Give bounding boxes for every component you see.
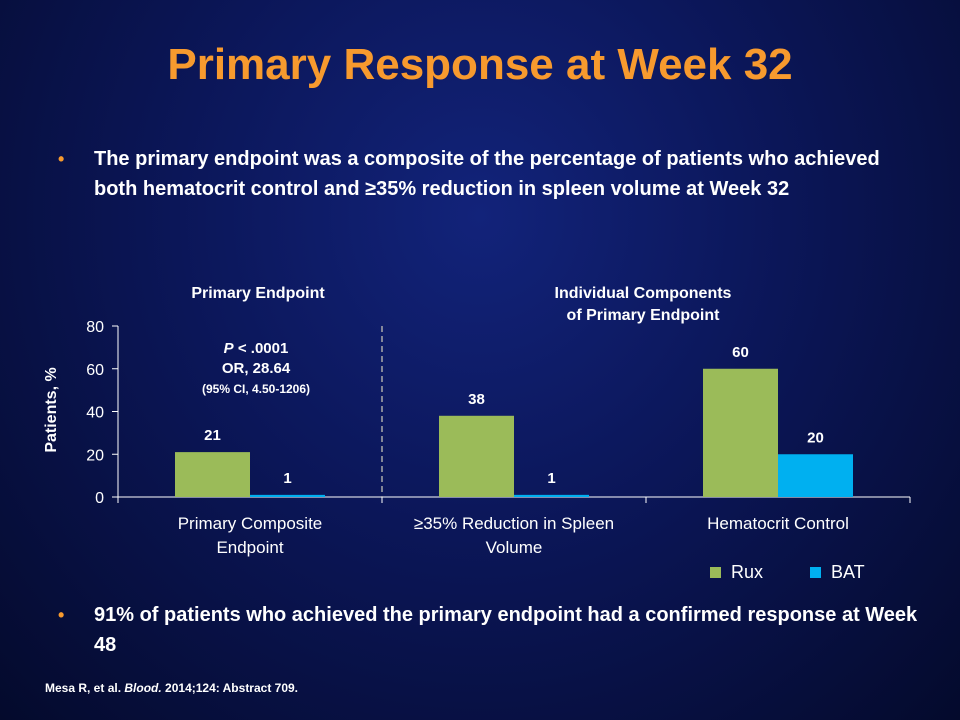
x-tick-label: Endpoint — [216, 538, 283, 557]
legend-swatch-bat — [810, 567, 821, 578]
bar-rux-0 — [175, 452, 250, 497]
y-tick-label: 80 — [86, 319, 104, 336]
p-value: < .0001 — [234, 340, 289, 357]
legend-swatch-rux — [710, 567, 721, 578]
data-label: 1 — [283, 470, 291, 487]
data-label: 20 — [807, 429, 824, 446]
bullet-text: 91% of patients who achieved the primary… — [94, 604, 918, 656]
panel-title-line2: of Primary Endpoint — [566, 307, 720, 324]
citation-authors: Mesa R, et al. — [45, 681, 122, 695]
bullet-marker: • — [58, 149, 65, 169]
y-axis-label: Patients, % — [43, 367, 60, 452]
data-label: 38 — [468, 391, 485, 408]
bar-rux-2 — [703, 368, 778, 497]
x-tick-label: Primary Composite — [178, 514, 323, 533]
chart-labels: 21 1 Primary Composite Endpoint 38 1 ≥35% Redu… — [178, 344, 849, 557]
citation-details: 2014;124: Abstract 709. — [165, 681, 299, 695]
y-tick-label: 60 — [86, 362, 104, 379]
svg-text:P < .0001: P < .0001 — [224, 340, 289, 357]
legend-item-bat: BAT — [810, 562, 865, 583]
legend-label-rux: Rux — [731, 562, 764, 582]
odds-ratio: OR, 28.64 — [222, 360, 291, 377]
bar-bat-0 — [250, 494, 325, 497]
x-tick-label: Volume — [486, 538, 543, 557]
stats-annotation: P < .0001 OR, 28.64 (95% CI, 4.50-1206) — [202, 340, 310, 396]
bullet-primary-endpoint: • The primary endpoint was a composite o… — [58, 144, 918, 204]
bar-chart: 0 20 40 60 80 21 1 Primary Composite Endpoint 38… — [43, 319, 853, 557]
bullet-week48-response: • 91% of patients who achieved the prima… — [58, 600, 918, 660]
bar-bat-2 — [778, 454, 853, 497]
citation: Mesa R, et al. Blood. 2014;124: Abstract… — [45, 681, 298, 695]
bullet-text: The primary endpoint was a composite of … — [94, 148, 880, 200]
panel-title-line1: Individual Components — [554, 285, 732, 302]
chart-bars — [175, 368, 853, 497]
bullet-marker: • — [58, 605, 65, 625]
y-tick-label: 40 — [86, 405, 104, 422]
y-tick-label: 20 — [86, 447, 104, 464]
bar-bat-1 — [514, 494, 589, 497]
legend-item-rux: Rux — [710, 562, 763, 583]
legend-label-bat: BAT — [831, 562, 865, 582]
slide-title: Primary Response at Week 32 — [167, 40, 793, 89]
data-label: 21 — [204, 427, 221, 444]
citation-journal: Blood. — [124, 681, 162, 695]
data-label: 1 — [547, 470, 555, 487]
y-tick-label: 0 — [95, 490, 104, 507]
bar-rux-1 — [439, 415, 514, 497]
data-label: 60 — [732, 344, 749, 361]
confidence-interval: (95% CI, 4.50-1206) — [202, 382, 310, 396]
panel-title-primary: Primary Endpoint — [191, 285, 325, 302]
p-label: P — [224, 340, 235, 357]
x-tick-label: ≥35% Reduction in Spleen — [414, 514, 614, 533]
panel-title-components: Individual Components of Primary Endpoin… — [500, 283, 786, 327]
x-tick-label: Hematocrit Control — [707, 514, 849, 533]
